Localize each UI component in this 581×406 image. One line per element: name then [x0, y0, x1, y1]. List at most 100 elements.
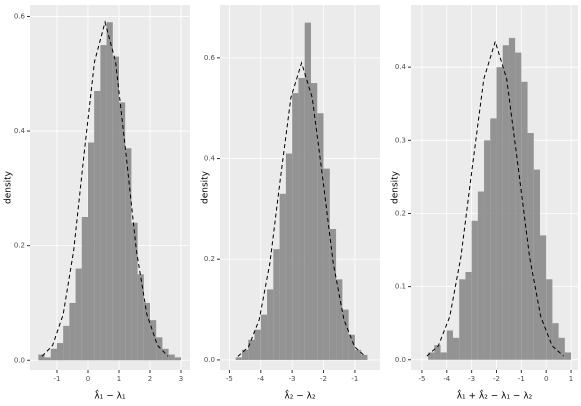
x-axis-label: λ̂₂ − λ₂	[284, 389, 316, 402]
y-tick-label: 0.1	[395, 283, 406, 291]
bar	[285, 153, 293, 360]
bar	[317, 113, 324, 360]
y-tick-label: 0.4	[14, 127, 26, 135]
bar	[143, 302, 150, 361]
bar	[267, 289, 274, 360]
x-tick-label: -3	[289, 375, 296, 383]
bar	[508, 37, 516, 360]
bar	[477, 191, 485, 360]
bar	[63, 325, 70, 361]
y-tick-label: 0.6	[14, 12, 26, 20]
x-tick-label: -3	[468, 375, 475, 383]
bar	[56, 343, 64, 361]
y-tick-label: 0.4	[395, 63, 407, 71]
x-tick-label: 1	[569, 375, 573, 383]
bar	[521, 81, 528, 360]
bar	[361, 354, 368, 360]
y-tick-label: 0.0	[395, 356, 406, 364]
bar	[502, 45, 509, 360]
bar	[304, 22, 311, 360]
density-curve	[237, 61, 366, 357]
bar	[69, 302, 76, 361]
bar	[87, 142, 95, 361]
x-tick-label: 0	[544, 375, 548, 383]
bar	[465, 271, 472, 360]
bar	[471, 220, 478, 360]
y-tick-label: 0.0	[204, 356, 215, 364]
x-tick-label: -5	[418, 375, 425, 383]
x-tick-label: -2	[493, 375, 500, 383]
bar	[552, 323, 559, 360]
bar	[298, 78, 305, 360]
x-axis-label: λ̂₁ − λ₁	[94, 389, 126, 402]
bar	[235, 357, 242, 360]
bar	[546, 279, 553, 360]
y-tick-label: 0.2	[14, 242, 25, 250]
bar	[150, 320, 157, 361]
bar	[323, 168, 330, 360]
bar	[81, 217, 88, 361]
bar	[564, 352, 572, 360]
bar	[292, 93, 299, 360]
x-tick-label: 2	[148, 375, 152, 383]
x-tick-label: 3	[179, 375, 183, 383]
bar	[273, 249, 280, 360]
bar	[527, 133, 534, 360]
x-tick-label: 0	[86, 375, 90, 383]
bar	[484, 140, 491, 360]
bar	[44, 357, 51, 361]
bar	[168, 354, 175, 361]
y-axis-label: density	[391, 170, 401, 204]
bar	[112, 56, 119, 361]
bar	[354, 349, 362, 360]
bar	[125, 148, 132, 361]
bar	[348, 334, 355, 360]
y-tick-label: 0.3	[395, 136, 406, 144]
bar	[539, 235, 547, 360]
density-curve	[41, 20, 169, 357]
bar	[174, 357, 182, 361]
y-tick-label: 0.2	[204, 255, 215, 263]
bar	[254, 329, 261, 360]
x-tick-label: -1	[53, 375, 60, 383]
bar	[496, 67, 503, 360]
bar	[440, 352, 447, 360]
bar	[558, 337, 565, 360]
bar	[100, 45, 107, 361]
bar	[38, 354, 45, 361]
y-axis-label: density	[4, 170, 14, 204]
bar	[94, 90, 101, 361]
bar	[515, 52, 522, 360]
bar	[446, 330, 453, 360]
bar	[428, 352, 435, 360]
bar	[241, 349, 249, 360]
bar	[434, 345, 441, 360]
bar	[452, 337, 460, 360]
y-tick-label: 0.0	[14, 356, 25, 364]
x-axis-label: λ̂₁ + λ̂₂ − λ₁ − λ₂	[457, 389, 533, 402]
y-tick-label: 0.4	[204, 155, 216, 163]
bar	[342, 309, 349, 360]
bar	[75, 268, 82, 361]
bar	[279, 193, 286, 360]
y-tick-label: 0.2	[395, 209, 406, 217]
bar	[336, 279, 343, 360]
x-tick-label: -1	[351, 375, 358, 383]
bar	[137, 274, 144, 361]
bar	[533, 169, 540, 360]
x-tick-label: -4	[257, 375, 265, 383]
bar	[260, 314, 268, 360]
y-tick-label: 0.6	[204, 54, 216, 62]
x-tick-label: -5	[226, 375, 233, 383]
bar	[106, 22, 113, 361]
bar	[329, 229, 337, 360]
bar	[490, 118, 497, 360]
bar	[459, 279, 466, 360]
x-tick-label: -1	[518, 375, 525, 383]
bar	[248, 339, 255, 360]
bar	[50, 348, 57, 361]
bar	[156, 337, 163, 361]
x-tick-label: -4	[443, 375, 451, 383]
bar	[118, 102, 126, 361]
